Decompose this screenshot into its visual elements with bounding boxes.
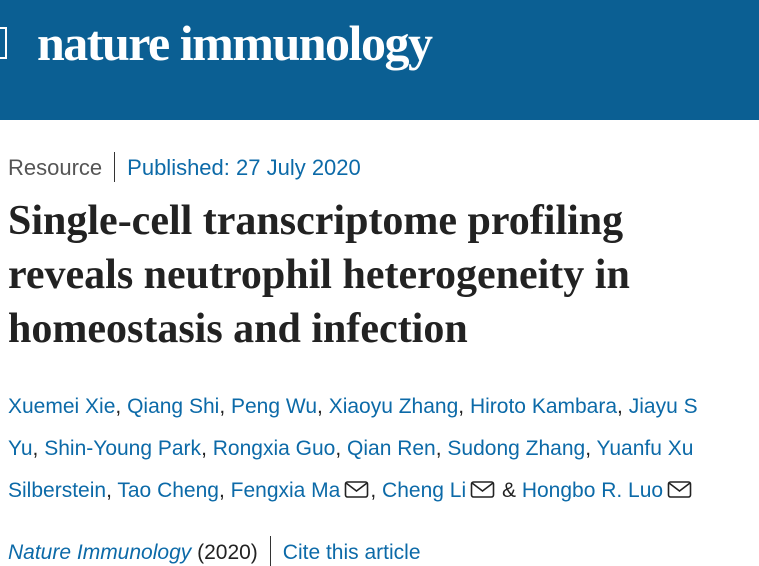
email-icon[interactable] xyxy=(470,480,496,500)
author-name[interactable]: Peng Wu xyxy=(231,395,317,418)
author-name[interactable]: Shin-Young Park xyxy=(44,437,202,460)
cite-link[interactable]: Cite this article xyxy=(282,541,421,564)
separator: , xyxy=(219,395,226,418)
author-name[interactable]: Yuanfu Xu xyxy=(596,437,694,460)
author-row: Xuemei Xie, Qiang Shi, Peng Wu, Xiaoyu Z… xyxy=(8,386,698,428)
author-name[interactable]: Yu xyxy=(8,437,33,460)
author-name[interactable]: Sudong Zhang xyxy=(447,437,586,460)
author-name[interactable]: Hiroto Kambara xyxy=(469,395,618,418)
published-date: Published: 27 July 2020 xyxy=(127,155,361,180)
separator: , xyxy=(201,437,207,460)
menu-icon[interactable] xyxy=(0,24,10,64)
separator: , xyxy=(617,395,623,418)
author-name[interactable]: Cheng Li xyxy=(382,479,467,502)
author-name[interactable]: Qiang Shi xyxy=(127,395,220,418)
separator: , xyxy=(585,437,592,460)
email-icon[interactable] xyxy=(344,480,370,500)
separator: , xyxy=(32,437,39,460)
article-meta: Resource Published: 27 July 2020 xyxy=(8,152,361,182)
separator: , xyxy=(106,479,112,502)
author-name[interactable]: Tao Cheng xyxy=(117,479,219,502)
author-name[interactable]: Xuemei Xie xyxy=(8,395,116,418)
journal-name[interactable]: Nature Immunology xyxy=(8,541,192,564)
title-line: reveals neutrophil heterogeneity in xyxy=(8,252,630,298)
site-header: nature immunology xyxy=(0,0,759,120)
author-name[interactable]: Rongxia Guo xyxy=(212,437,336,460)
journal-logo[interactable]: nature immunology xyxy=(37,15,433,71)
author-row: Silberstein, Tao Cheng, Fengxia Ma, Chen… xyxy=(8,470,698,512)
title-line: homeostasis and infection xyxy=(8,306,468,352)
separator: , xyxy=(115,395,122,418)
author-name[interactable]: Qian Ren xyxy=(347,437,436,460)
separator: & xyxy=(501,479,516,502)
year: (2020) xyxy=(197,541,258,564)
title-line: Single-cell transcriptome profiling xyxy=(8,198,624,244)
divider xyxy=(269,536,271,566)
author-name[interactable]: Hongbo R. Luo xyxy=(521,479,664,502)
email-icon[interactable] xyxy=(667,480,693,500)
separator: , xyxy=(370,479,377,502)
article-type: Resource xyxy=(8,155,103,180)
author-name[interactable]: Jiayu S xyxy=(628,395,698,418)
separator: , xyxy=(335,437,342,460)
author-name[interactable]: Silberstein xyxy=(8,479,107,502)
separator: , xyxy=(218,479,225,502)
author-name[interactable]: Fengxia Ma xyxy=(230,479,341,502)
author-row: Yu, Shin-Young Park, Rongxia Guo, Qian R… xyxy=(8,428,698,470)
article-title: Single-cell transcriptome profiling revea… xyxy=(8,194,630,356)
author-name[interactable]: Xiaoyu Zhang xyxy=(328,395,459,418)
author-list: Xuemei Xie, Qiang Shi, Peng Wu, Xiaoyu Z… xyxy=(8,386,698,512)
separator: , xyxy=(317,395,323,418)
separator: , xyxy=(435,437,442,460)
separator: , xyxy=(458,395,465,418)
citation: Nature Immunology (2020) Cite this articl… xyxy=(8,536,421,566)
divider xyxy=(114,152,116,182)
